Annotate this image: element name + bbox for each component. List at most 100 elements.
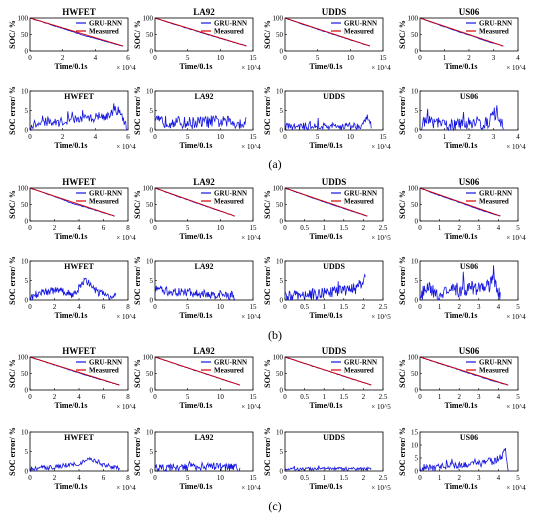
soc-ytick-label: 100 bbox=[408, 354, 419, 362]
error-ytick-label: 5 bbox=[25, 448, 29, 456]
soc-ylabel: SOC/ % bbox=[263, 20, 272, 49]
soc-panel-title: UDDS bbox=[322, 346, 347, 356]
soc-panel-title: LA92 bbox=[193, 7, 215, 17]
error-axes-frame bbox=[419, 431, 519, 472]
soc-xtick-label: 5 bbox=[316, 54, 320, 62]
soc-ytick-label: 50 bbox=[411, 370, 419, 378]
legend-label-gru-rnn: GRU-RNN bbox=[89, 359, 122, 367]
soc-xtick-label: 1 bbox=[322, 224, 326, 232]
soc-ytick-label: 0 bbox=[280, 218, 284, 226]
series-error-line bbox=[154, 285, 236, 302]
soc-xlabel: Time/0.1s bbox=[180, 401, 213, 410]
soc-xtick-label: 1 bbox=[438, 224, 442, 232]
soc-xlabel: Time/0.1s bbox=[180, 232, 213, 241]
soc-ylabel: SOC/ % bbox=[133, 359, 142, 388]
error-xlabel: Time/0.1s bbox=[445, 141, 478, 150]
error-ytick-label: 10 bbox=[276, 88, 284, 96]
error-ylabel: SOC error/ % bbox=[398, 427, 407, 476]
error-xtick-label: 2 bbox=[467, 133, 471, 141]
soc-ytick-label: 100 bbox=[273, 15, 284, 23]
soc-xtick-label: 0 bbox=[283, 224, 287, 232]
error-xtick-label: 8 bbox=[126, 474, 130, 482]
error-xlabel: Time/0.1s bbox=[55, 311, 88, 320]
soc-xtick-label: 4 bbox=[497, 393, 501, 401]
error-xtick-label: 10 bbox=[217, 474, 225, 482]
soc-xtick-label: 1.5 bbox=[339, 393, 348, 401]
error-panel-title: LA92 bbox=[194, 262, 213, 271]
series-error-line bbox=[419, 265, 501, 301]
soc-panel-title: US06 bbox=[459, 346, 480, 356]
soc-xtick-label: 4 bbox=[77, 224, 81, 232]
soc-ylabel: SOC/ % bbox=[8, 190, 17, 219]
soc-ytick-label: 100 bbox=[18, 15, 29, 23]
soc-x-multiplier: × 10^4 bbox=[241, 403, 261, 411]
error-xtick-label: 4 bbox=[497, 303, 501, 311]
legend-label-measured: Measured bbox=[89, 367, 119, 375]
soc-x-multiplier: × 10^4 bbox=[116, 403, 136, 411]
soc-xtick-label: 5 bbox=[186, 393, 190, 401]
error-ytick-label: 0 bbox=[25, 297, 29, 305]
soc-ytick-label: 50 bbox=[411, 31, 419, 39]
series-measured-line bbox=[154, 17, 247, 47]
error-xtick-label: 0 bbox=[28, 133, 32, 141]
legend-label-gru-rnn: GRU-RNN bbox=[89, 20, 122, 28]
soc-xtick-label: 0.5 bbox=[300, 393, 309, 401]
error-xlabel: Time/0.1s bbox=[445, 482, 478, 491]
soc-xlabel: Time/0.1s bbox=[55, 401, 88, 410]
soc-xtick-label: 5 bbox=[186, 54, 190, 62]
legend-label-gru-rnn: GRU-RNN bbox=[214, 20, 247, 28]
error-xtick-label: 0 bbox=[418, 474, 422, 482]
soc-ytick-label: 50 bbox=[21, 370, 29, 378]
soc-xtick-label: 0 bbox=[153, 54, 157, 62]
error-xtick-label: 2.5 bbox=[379, 303, 388, 311]
soc-xtick-label: 0 bbox=[28, 393, 32, 401]
error-ytick-label: 10 bbox=[411, 442, 419, 450]
series-error-line bbox=[284, 273, 366, 301]
error-x-multiplier: × 10^4 bbox=[371, 143, 391, 151]
soc-x-multiplier: × 10^4 bbox=[241, 234, 261, 242]
error-xtick-label: 5 bbox=[186, 303, 190, 311]
error-panel-title: HWFET bbox=[64, 92, 94, 101]
series-error-line bbox=[154, 115, 247, 130]
legend-label-gru-rnn: GRU-RNN bbox=[344, 359, 377, 367]
soc-xtick-label: 8 bbox=[126, 224, 130, 232]
soc-ytick-label: 100 bbox=[408, 185, 419, 193]
error-xtick-label: 10 bbox=[347, 133, 355, 141]
error-x-multiplier: × 10^4 bbox=[116, 313, 136, 321]
series-error-line bbox=[419, 447, 509, 472]
soc-xtick-label: 6 bbox=[102, 224, 106, 232]
soc-xlabel: Time/0.1s bbox=[55, 232, 88, 241]
error-xtick-label: 10 bbox=[217, 303, 225, 311]
soc-xtick-label: 8 bbox=[126, 393, 130, 401]
error-panel-a-us06: US06 0 5 10 0 1 2 3 4 SOC error/ % Time/0.1s × 10^4 bbox=[398, 86, 526, 151]
soc-ytick-label: 100 bbox=[143, 15, 154, 23]
error-xtick-label: 4 bbox=[516, 133, 520, 141]
error-ytick-label: 5 bbox=[150, 107, 154, 115]
soc-xtick-label: 0 bbox=[418, 224, 422, 232]
soc-x-multiplier: × 10^4 bbox=[506, 234, 526, 242]
error-xtick-label: 4 bbox=[497, 474, 501, 482]
error-x-multiplier: × 10^4 bbox=[241, 313, 261, 321]
error-xtick-label: 2 bbox=[457, 474, 461, 482]
error-panel-b-udds: UDDS 0 5 10 0 0.5 1 1.5 2 2.5 SOC error/ % Time/0.1… bbox=[263, 256, 391, 321]
soc-xtick-label: 2 bbox=[53, 393, 57, 401]
legend-label-gru-rnn: GRU-RNN bbox=[479, 20, 512, 28]
soc-xtick-label: 2 bbox=[61, 54, 65, 62]
legend-label-gru-rnn: GRU-RNN bbox=[214, 190, 247, 198]
soc-x-multiplier: × 10^4 bbox=[116, 64, 136, 72]
soc-xtick-label: 4 bbox=[94, 54, 98, 62]
error-ytick-label: 0 bbox=[150, 468, 154, 476]
error-ylabel: SOC error/ % bbox=[133, 86, 142, 135]
error-xtick-label: 0 bbox=[283, 303, 287, 311]
error-ylabel: SOC error/ % bbox=[133, 427, 142, 476]
series-measured-line bbox=[284, 17, 371, 47]
series-measured-line bbox=[419, 17, 504, 47]
error-xtick-label: 5 bbox=[186, 474, 190, 482]
soc-xtick-label: 1.5 bbox=[339, 224, 348, 232]
